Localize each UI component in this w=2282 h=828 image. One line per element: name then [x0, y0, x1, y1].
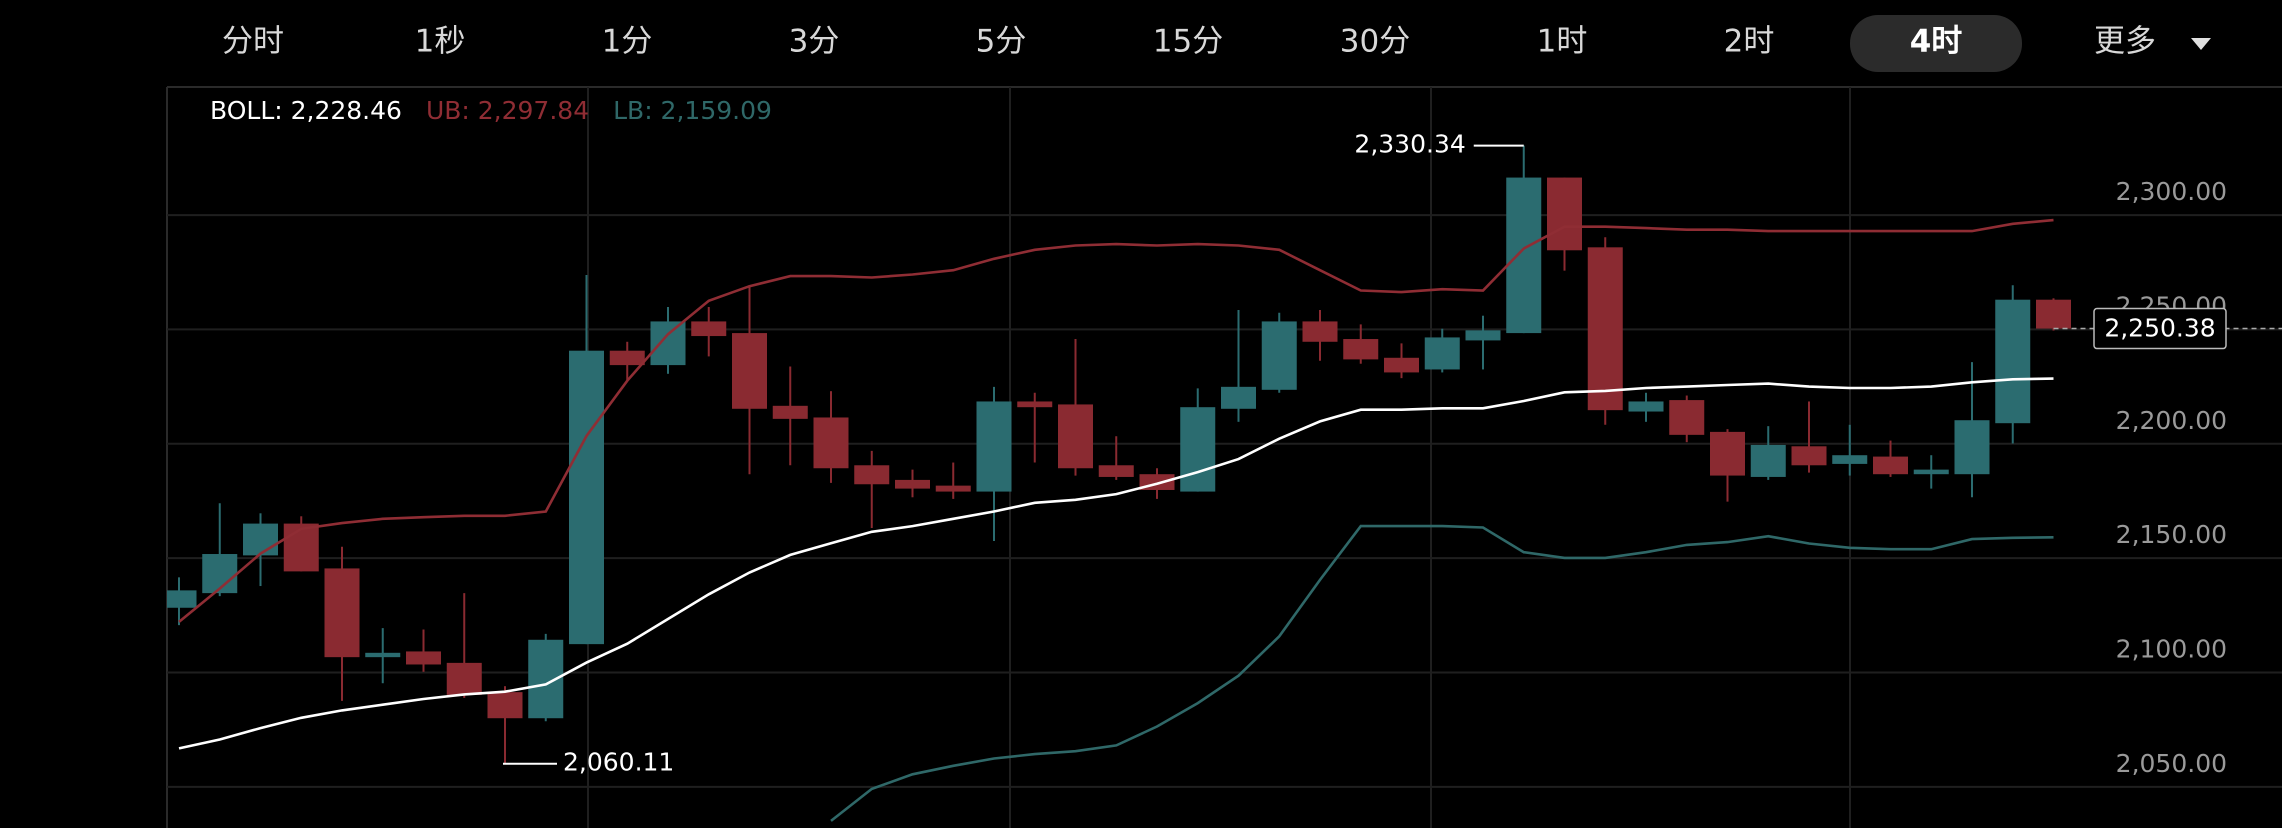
interval-tab[interactable]: 1时 — [1537, 24, 1588, 60]
candle-body — [1302, 321, 1338, 342]
interval-tab[interactable]: 15分 — [1153, 24, 1223, 60]
candle-body — [487, 692, 523, 719]
candle-body — [895, 479, 930, 489]
candle-body — [976, 401, 1012, 492]
last-price-label: 2,250.38 — [2104, 314, 2215, 343]
candle-body — [609, 350, 645, 366]
candle-body — [691, 321, 727, 337]
candle-body — [1954, 420, 1990, 475]
candle-body — [1017, 401, 1053, 408]
interval-tab[interactable]: 2时 — [1724, 24, 1775, 60]
candle-body — [1995, 299, 2031, 424]
candle-body — [1913, 469, 1949, 475]
candle-body — [446, 662, 482, 695]
candle-body — [1261, 321, 1297, 390]
candle-body — [650, 321, 686, 366]
plot — [167, 145, 2071, 822]
candle-body — [1506, 177, 1542, 334]
low-label: 2,060.11 — [563, 748, 674, 777]
dropdown-arrow[interactable] — [2191, 38, 2211, 50]
candle-body — [1465, 330, 1501, 341]
active-tab-pill — [1850, 15, 2022, 72]
interval-tab[interactable]: 1秒 — [415, 24, 466, 60]
candle-body — [1098, 465, 1134, 477]
candle-body — [732, 333, 767, 409]
candle-body — [2036, 299, 2071, 329]
candle-body — [935, 485, 971, 492]
interval-tab[interactable]: 4时 — [1910, 24, 1963, 60]
candle-body — [1180, 407, 1216, 492]
legend-entry: UB: 2,297.84 — [426, 96, 589, 125]
overlay: 2,050.002,100.002,150.002,200.002,250.00… — [210, 96, 2282, 778]
candle-body — [243, 523, 278, 556]
legend-entry: BOLL: 2,228.46 — [210, 96, 402, 125]
y-tick-label: 2,300.00 — [2116, 177, 2227, 206]
candle-body — [202, 554, 238, 594]
candle-body — [1058, 404, 1093, 469]
boll-line — [830, 524, 2054, 822]
candle-body — [1669, 400, 1705, 435]
candle-body — [283, 523, 319, 572]
boll-line — [178, 218, 2054, 623]
candle-body — [1832, 455, 1868, 464]
candle-body — [1343, 339, 1379, 360]
candle-body — [1221, 386, 1256, 409]
interval-tab[interactable]: 更多 — [2094, 24, 2156, 60]
candle-body — [1710, 431, 1745, 476]
candle-body — [406, 651, 441, 665]
interval-tab[interactable]: 分时 — [222, 24, 284, 60]
candle-body — [1587, 247, 1623, 411]
candle-body — [772, 405, 808, 419]
candle-body — [854, 465, 890, 485]
candle-body — [1750, 444, 1786, 477]
candle-body — [569, 350, 604, 645]
interval-tab[interactable]: 5分 — [976, 24, 1027, 60]
boll-line — [178, 377, 2054, 750]
candle-body — [1628, 401, 1664, 412]
legend-entry: LB: 2,159.09 — [613, 96, 772, 125]
candle-body — [813, 417, 849, 469]
y-tick-label: 2,150.00 — [2116, 520, 2227, 549]
interval-tabs: 分时 1秒 1分 3分 5分 15分 30分 1时 2时 4时 更多 — [222, 15, 2211, 72]
candle-body — [167, 590, 197, 608]
y-tick-label: 2,200.00 — [2116, 406, 2227, 435]
candle-body — [1424, 337, 1460, 370]
high-label: 2,330.34 — [1354, 130, 1465, 159]
candle-body — [1873, 456, 1908, 475]
last-price-box — [2093, 307, 2227, 350]
price-grid — [167, 214, 2282, 788]
candle-body — [1384, 357, 1419, 373]
candle-body — [1791, 446, 1827, 466]
candle-body — [365, 652, 401, 658]
y-tick-label: 2,050.00 — [2116, 749, 2227, 778]
y-tick-label: 2,100.00 — [2116, 634, 2227, 663]
interval-tab[interactable]: 3分 — [789, 24, 840, 60]
candle-body — [324, 568, 360, 658]
interval-tab[interactable]: 30分 — [1340, 24, 1410, 60]
interval-tab[interactable]: 1分 — [602, 24, 653, 60]
candle-body — [1547, 177, 1582, 251]
